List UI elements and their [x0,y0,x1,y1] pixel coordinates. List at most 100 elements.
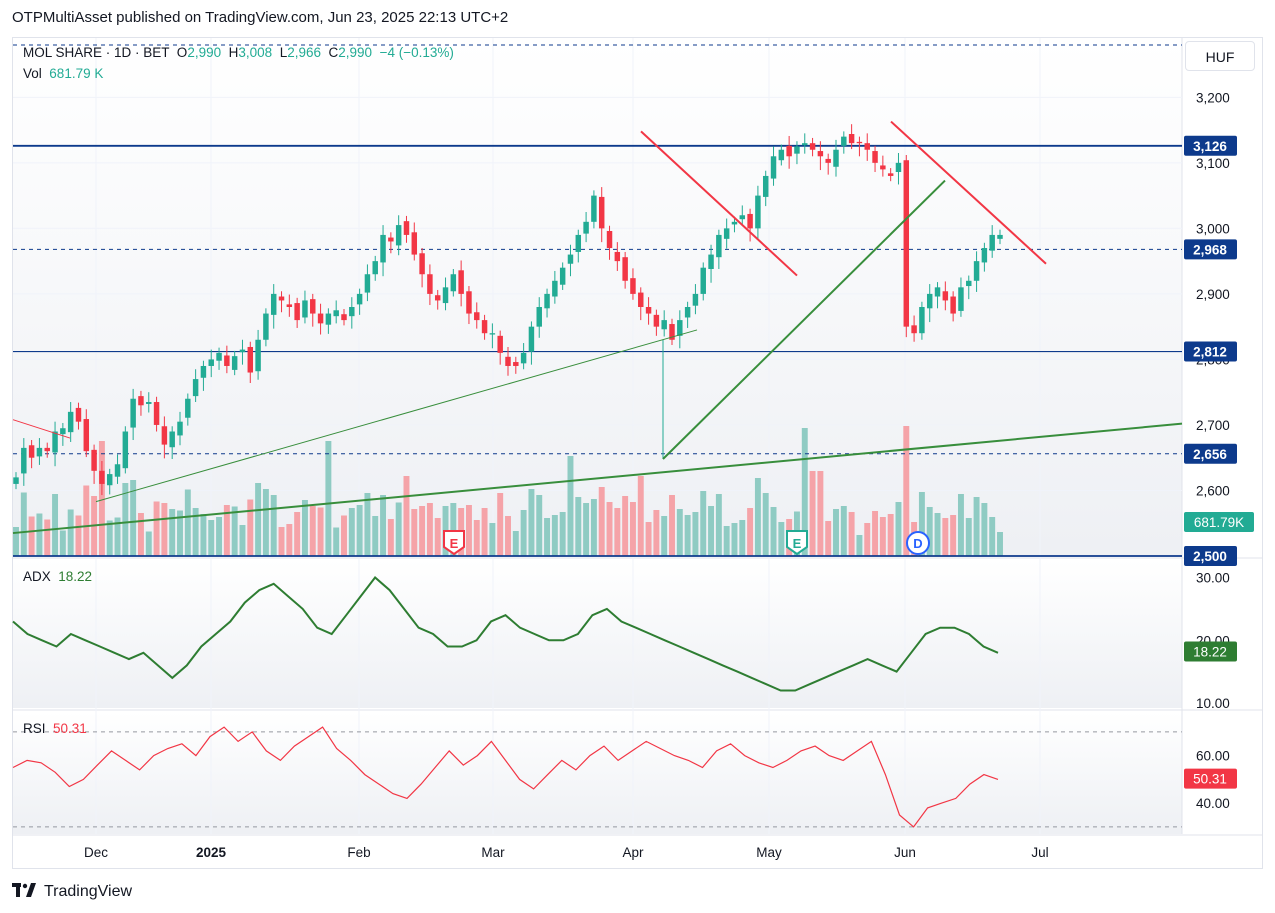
candle-body [997,234,1003,239]
change-value: −4 (−0.13%) [379,45,454,60]
volume-bar [67,509,74,556]
volume-value: 681.79 K [49,66,104,81]
candle-body [872,151,878,163]
adx-y-tick-label: 30.00 [1196,571,1230,586]
volume-legend: Vol 681.79 K [23,66,103,81]
volume-bar [434,518,441,556]
candle-body [653,314,660,327]
volume-bar [13,527,19,556]
candle-body [825,158,831,163]
candle-body [497,335,503,353]
volume-bar [801,428,808,556]
candle-body [411,232,418,255]
volume-bar [317,507,324,556]
volume-bar [83,485,90,556]
volume-bar [169,509,176,556]
candle-body [926,293,933,309]
candle-body [52,431,58,453]
volume-bar [137,513,144,556]
candle-body [786,145,792,157]
volume-bar [692,512,699,556]
volume-bar [426,503,433,556]
brand-name: TradingView [44,882,133,900]
rsi-y-tick-label: 60.00 [1196,749,1230,764]
volume-bar [216,517,223,556]
candle-body [255,339,261,372]
symbol-title: MOL SHARE · 1D · BET [23,45,170,60]
candle-body [395,225,402,246]
rsi-line [12,726,999,828]
volume-bar [622,496,629,556]
adx-badge [1184,641,1237,662]
candle-body [723,228,730,239]
volume-bar [497,493,504,556]
volume-bar [551,515,558,556]
price-level-label: 3,126 [1193,139,1227,154]
candle-body [286,304,293,307]
volume-bar [223,505,230,556]
volume-bar [817,471,824,556]
x-tick-label: May [756,845,782,860]
candle-body [520,352,527,364]
candle-body [591,195,597,222]
volume-bar [981,503,988,556]
trendline-red [12,419,71,439]
event-label: E [793,536,802,551]
candle-body [192,379,199,397]
candle-body [75,407,82,422]
candle-body [919,307,925,334]
volume-bar [44,519,51,556]
volume-bar [247,499,254,556]
candle-body [216,352,222,361]
candle-body [434,295,441,301]
candle-body [809,143,816,150]
candle-body [302,300,308,318]
event-label: D [913,536,922,551]
volume-bar [262,489,269,556]
volume-bar [419,506,426,556]
volume-bar [669,495,675,556]
trendline-green [95,329,698,503]
rsi-value: 50.31 [53,721,87,736]
volume-bar [192,508,199,556]
candle-body [513,362,519,366]
volume-bar [333,527,340,556]
candle-body [716,234,722,258]
price-level-label: 2,656 [1193,447,1227,462]
candle-body [598,196,605,229]
y-tick-label: 3,100 [1196,156,1230,171]
candle-body [747,213,753,229]
price-level-badge [1184,443,1237,464]
adx-legend: ADX 18.22 [23,569,92,584]
chart-frame [12,37,1263,869]
candle-body [208,359,214,366]
tradingview-brand: TradingView [12,881,132,902]
candle-body [575,234,582,252]
y-tick-label: 3,200 [1196,90,1230,105]
volume-bar [989,517,996,556]
candle-body [895,162,902,173]
candle-body [364,274,371,293]
candle-body [630,278,636,294]
candle-body [380,234,386,263]
currency-button[interactable]: HUF [1185,41,1255,71]
volume-bar [645,522,652,556]
candle-body [848,134,855,144]
candle-body [638,292,644,307]
volume-bar [918,492,925,556]
x-tick-label: Jul [1031,845,1048,860]
trendline-red [640,130,798,277]
candle-body [981,248,988,263]
candle-body [146,402,152,404]
candle-body [161,426,168,445]
volume-bar [177,510,183,556]
volume-bar [239,525,246,556]
volume-bar [778,522,785,556]
candle-body [536,307,542,327]
candle-body [200,365,207,378]
x-tick-label: 2025 [196,845,227,860]
volume-bar [270,495,277,556]
candle-body [552,280,558,297]
candle-body [856,141,863,144]
